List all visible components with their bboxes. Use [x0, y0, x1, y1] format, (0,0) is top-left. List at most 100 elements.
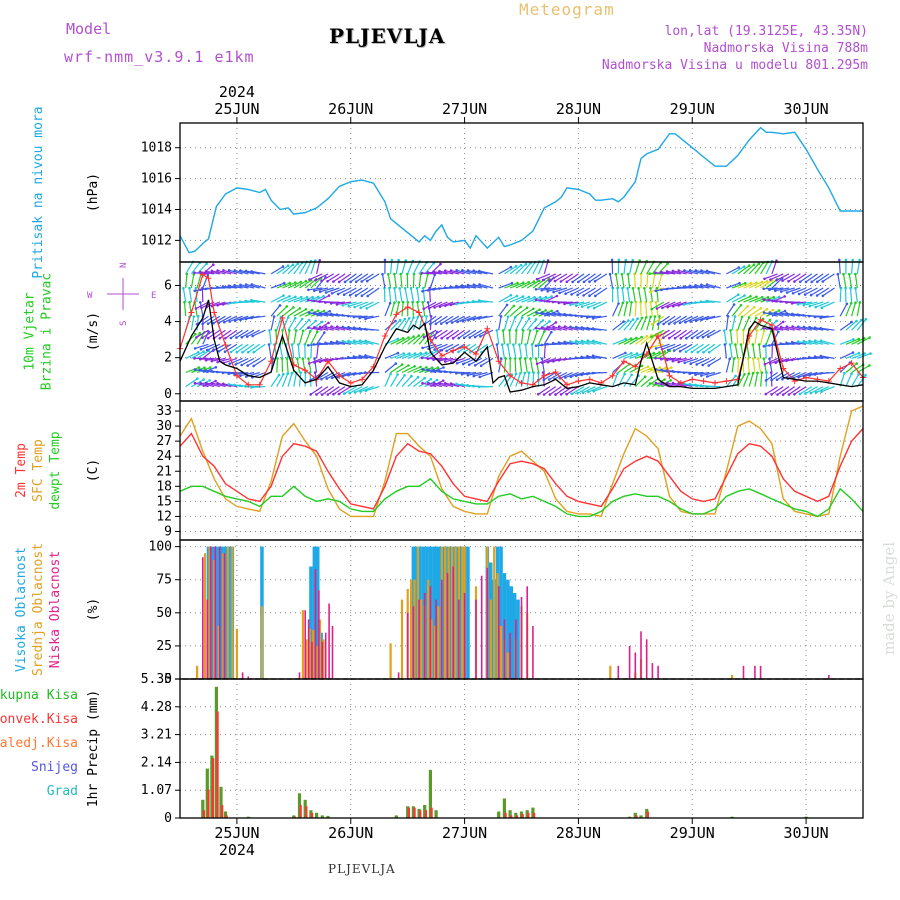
wind-arrow-head-icon [461, 319, 465, 323]
wind-arrow-head-icon [734, 343, 737, 346]
wind-arrow-head-icon [781, 279, 784, 283]
wind-arrow-head-icon [337, 280, 341, 284]
year-label-bottom: 2024 [219, 841, 255, 859]
wind-arrow-head-icon [229, 336, 233, 340]
wind-arrow-icon [418, 261, 428, 275]
wind-arrow-icon [640, 334, 652, 345]
wind-arrow-icon [504, 295, 518, 303]
wind-arrow-icon [498, 282, 513, 289]
wind-arrow-head-icon [292, 306, 295, 309]
cloud-high-bar [509, 586, 513, 679]
wind-arrow-head-icon [779, 300, 782, 303]
wind-arrow-icon [689, 371, 704, 375]
wind-arrow-head-icon [472, 318, 476, 321]
wind-arrow-head-icon [547, 279, 551, 282]
cloud-low-bar [223, 553, 226, 679]
wind-arrow-head-icon [216, 382, 219, 385]
wind-arrow-icon [498, 316, 502, 331]
y-tick-label: 4.28 [141, 700, 172, 715]
wind-arrow-head-icon [552, 360, 555, 363]
wind-arrow-head-icon [855, 319, 858, 323]
legend-label: Pritisak na nivou mora [31, 106, 46, 278]
wind-arrow-icon [743, 306, 755, 317]
wind-arrow-icon [252, 329, 266, 337]
wind-arrow-icon [771, 344, 773, 359]
wind-arrow-head-icon [645, 316, 648, 319]
wind-arrow-head-icon [629, 337, 633, 340]
cloud-mid-bar [420, 599, 423, 679]
wind-arrow-icon [842, 274, 847, 289]
wind-arrow-icon [685, 343, 699, 353]
wind-arrow-head-icon [819, 339, 823, 343]
wind-arrow-head-icon [199, 368, 202, 372]
wind-arrow-icon [777, 386, 790, 395]
wind-arrow-icon [480, 329, 494, 337]
wind-arrow-head-icon [323, 331, 326, 334]
wind-arrow-head-icon [779, 311, 783, 315]
wind-arrow-head-icon [534, 298, 538, 302]
wind-arrow-head-icon [461, 269, 464, 272]
wind-arrow-icon [803, 340, 818, 345]
wind-arrow-icon [820, 315, 835, 319]
y-tick-label: 27 [156, 434, 172, 449]
wind-arrow-head-icon [542, 393, 546, 396]
wind-arrow-head-icon [650, 335, 653, 339]
wind-arrow-icon [672, 357, 687, 362]
wind-arrow-head-icon [777, 295, 781, 299]
wind-arrow-head-icon [299, 371, 303, 374]
x-day-label-top: 30JUN [784, 100, 829, 118]
wind-arrow-head-icon [473, 364, 477, 367]
wind-arrow-icon [839, 288, 842, 303]
wind-arrow-head-icon [747, 372, 751, 375]
wind-arrow-head-icon [689, 320, 692, 323]
wind-arrow-icon [514, 358, 517, 373]
wind-arrow-head-icon [449, 269, 453, 272]
wind-arrow-head-icon [774, 311, 777, 315]
wind-arrow-head-icon [343, 392, 346, 395]
wind-arrow-head-icon [218, 337, 222, 340]
wind-arrow-icon [367, 287, 380, 297]
wind-arrow-head-icon [210, 359, 214, 363]
wind-arrow-icon [401, 317, 410, 331]
wind-arrow-icon [299, 319, 310, 331]
wind-arrow-icon [618, 338, 632, 345]
wind-arrow-icon [786, 342, 801, 345]
wind-arrow-icon [541, 312, 556, 317]
wind-arrow-head-icon [550, 330, 553, 334]
legend-label: Snijeg [31, 760, 78, 775]
wind-arrow-head-icon [441, 379, 445, 383]
wind-arrow-head-icon [456, 320, 459, 324]
x-day-label-bottom: 30JUN [784, 824, 829, 842]
wind-arrow-head-icon [341, 339, 345, 343]
cloud-high-bar [456, 546, 460, 679]
wind-arrow-head-icon [559, 280, 563, 283]
wind-arrow-head-icon [332, 393, 335, 396]
wind-arrow-head-icon [268, 329, 271, 332]
wind-arrow-head-icon [278, 304, 282, 307]
precip-convective-bar [424, 810, 427, 818]
wind-arrow-icon [768, 358, 773, 373]
wind-arrow-head-icon [764, 392, 768, 396]
wind-arrow-icon [765, 296, 780, 303]
wind-arrow-icon [413, 366, 427, 374]
wind-arrow-icon [304, 320, 317, 331]
wind-arrow-head-icon [311, 295, 314, 299]
wind-arrow-icon [299, 279, 312, 289]
wind-arrow-icon [314, 312, 329, 317]
wind-arrow-head-icon [438, 305, 442, 309]
wind-arrow-icon [815, 386, 830, 393]
wind-arrow-head-icon [204, 270, 208, 273]
wind-arrow-head-icon [797, 292, 801, 296]
wind-arrow-head-icon [241, 351, 244, 354]
cloud-low-bar [397, 672, 400, 679]
wind-arrow-icon [657, 274, 663, 289]
wind-arrow-icon [673, 301, 687, 307]
wind-arrow-head-icon [851, 351, 855, 354]
wind-arrow-icon [743, 282, 757, 289]
wind-gust-point [712, 379, 719, 386]
wind-arrow-head-icon [541, 319, 545, 322]
wind-arrow-icon [395, 318, 406, 331]
wind-arrow-icon [270, 266, 284, 275]
wind-arrow-icon [509, 306, 522, 317]
cloud-low-bar [328, 603, 330, 679]
